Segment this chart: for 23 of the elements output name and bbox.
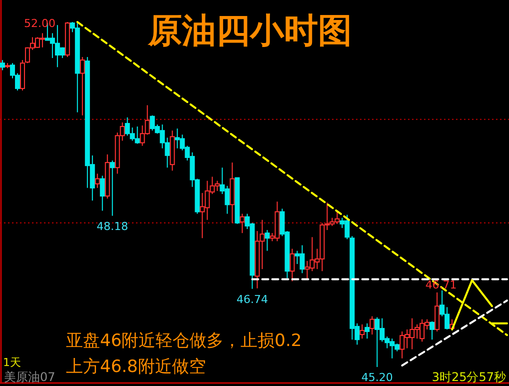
candlestick xyxy=(364,322,370,340)
candlestick xyxy=(110,160,115,216)
text: 3时25分57秒 xyxy=(432,370,506,384)
candlestick xyxy=(290,248,295,282)
candlestick xyxy=(434,292,440,332)
chart-title: 原油四小时图 xyxy=(147,11,352,51)
candlestick xyxy=(264,230,270,252)
annotation: 亚盘46附近轻仓做多，止损0.2 xyxy=(66,331,302,351)
annotation: 48.18 xyxy=(96,220,128,233)
candlestick xyxy=(0,60,5,71)
annotation: 52.00 xyxy=(24,17,56,30)
annotation: 45.20 xyxy=(361,371,393,384)
candlestick xyxy=(360,324,365,340)
candlestick xyxy=(240,213,245,234)
candlestick xyxy=(80,56,85,116)
candlestick xyxy=(94,173,100,188)
candlestick xyxy=(430,320,435,340)
candlestick xyxy=(100,175,105,212)
text: 美原油07 xyxy=(4,370,56,384)
candlestick xyxy=(370,316,375,336)
annotation: 1天 xyxy=(3,356,21,369)
annotation: 46.74 xyxy=(236,292,268,306)
annotation: 上方46.8附近做空 xyxy=(66,357,206,377)
